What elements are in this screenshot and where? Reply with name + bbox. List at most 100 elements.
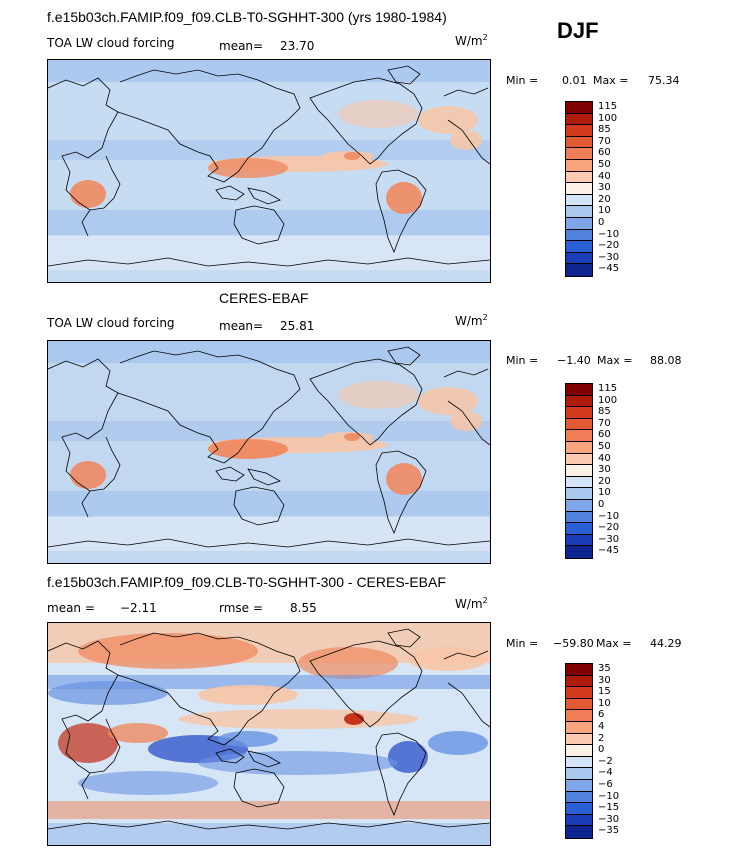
- colorbar-tick-label: −30: [598, 813, 620, 825]
- colorbar-segment: [566, 779, 592, 792]
- colorbar-segment: [566, 664, 592, 676]
- colorbar-segment: [566, 171, 592, 184]
- colorbar-segment: [566, 395, 592, 408]
- colorbar-segment: [566, 687, 592, 699]
- colorbar-tick-label: −10: [598, 228, 620, 240]
- colorbar-tick-label: 30: [598, 182, 611, 194]
- colorbar-tick-label: −10: [598, 510, 620, 522]
- panel3-map: [47, 622, 491, 846]
- colorbar-segment: [566, 136, 592, 149]
- colorbar-segment: [566, 791, 592, 804]
- panel1-mean-label: mean=: [219, 39, 264, 53]
- panel1-units: W/m2: [455, 33, 488, 48]
- colorbar-tick-label: 10: [598, 487, 611, 499]
- colorbar-segment: [566, 814, 592, 827]
- panel1-min-label: Min =: [506, 74, 539, 87]
- panel1-map: [47, 59, 491, 283]
- colorbar-segment: [566, 745, 592, 757]
- colorbar-tick-label: 30: [598, 674, 611, 686]
- colorbar-tick-label: 0: [598, 217, 605, 228]
- colorbar-segment: [566, 465, 592, 477]
- panel3-max-value: 44.29: [650, 637, 682, 650]
- colorbar-tick-label: −45: [598, 263, 620, 275]
- colorbar-segment: [566, 710, 592, 722]
- colorbar-tick-label: 70: [598, 135, 611, 147]
- colorbar-segment: [566, 546, 592, 558]
- colorbar-segment: [566, 534, 592, 547]
- panel3-max-label: Max =: [596, 637, 632, 650]
- map-field: [48, 341, 490, 551]
- panel1-colorbar: [565, 101, 593, 277]
- colorbar-tick-label: 0: [598, 744, 605, 756]
- colorbar-segment: [566, 194, 592, 207]
- colorbar-segment: [566, 148, 592, 160]
- colorbar-tick-label: −10: [598, 790, 620, 802]
- panel3-mean-value: −2.11: [120, 601, 157, 615]
- colorbar-segment: [566, 183, 592, 195]
- colorbar-tick-label: 50: [598, 159, 611, 170]
- panel2-title: CERES-EBAF: [219, 290, 309, 306]
- panel2-min-value: −1.40: [557, 354, 591, 367]
- colorbar-segment: [566, 264, 592, 276]
- colorbar-tick-label: 60: [598, 429, 611, 441]
- colorbar-segment: [566, 453, 592, 466]
- colorbar-tick-label: 10: [598, 697, 611, 709]
- colorbar-tick-label: 100: [598, 394, 618, 406]
- colorbar-tick-label: 4: [598, 721, 605, 732]
- colorbar-tick-label: −30: [598, 533, 620, 545]
- colorbar-segment: [566, 229, 592, 242]
- panel1-title: f.e15b03ch.FAMIP.f09_f09.CLB-T0-SGHHT-30…: [47, 9, 447, 25]
- panel1-min-value: 0.01: [562, 74, 587, 87]
- colorbar-tick-label: 115: [598, 101, 618, 112]
- colorbar-tick-label: 35: [598, 663, 611, 674]
- colorbar-tick-label: 70: [598, 417, 611, 429]
- colorbar-tick-label: 50: [598, 441, 611, 452]
- colorbar-tick-label: 20: [598, 475, 611, 487]
- colorbar-tick-label: −2: [598, 755, 613, 767]
- colorbar-tick-label: 20: [598, 193, 611, 205]
- colorbar-tick-label: 10: [598, 205, 611, 217]
- colorbar-tick-label: −20: [598, 522, 620, 534]
- colorbar-tick-label: −15: [598, 802, 620, 814]
- panel2-map: [47, 340, 491, 564]
- panel2-colorbar: [565, 383, 593, 559]
- colorbar-segment: [566, 698, 592, 711]
- colorbar-segment: [566, 523, 592, 535]
- colorbar-segment: [566, 826, 592, 838]
- colorbar-tick-label: 100: [598, 112, 618, 124]
- colorbar-segment: [566, 113, 592, 126]
- colorbar-segment: [566, 499, 592, 512]
- colorbar-segment: [566, 756, 592, 769]
- colorbar-segment: [566, 476, 592, 489]
- colorbar-segment: [566, 206, 592, 218]
- colorbar-segment: [566, 252, 592, 265]
- colorbar-segment: [566, 102, 592, 114]
- panel2-max-value: 88.08: [650, 354, 682, 367]
- colorbar-segment: [566, 733, 592, 746]
- panel3-mean-label: mean =: [47, 601, 95, 615]
- colorbar-segment: [566, 407, 592, 419]
- colorbar-segment: [566, 241, 592, 253]
- colorbar-segment: [566, 217, 592, 230]
- colorbar-segment: [566, 441, 592, 454]
- colorbar-tick-label: −6: [598, 779, 613, 790]
- colorbar-segment: [566, 488, 592, 500]
- colorbar-segment: [566, 721, 592, 734]
- map-field: [48, 623, 490, 845]
- panel3-min-value: −59.80: [553, 637, 594, 650]
- colorbar-tick-label: 6: [598, 709, 605, 721]
- colorbar-tick-label: 85: [598, 406, 611, 418]
- panel1-variable-label: TOA LW cloud forcing: [47, 36, 175, 50]
- colorbar-tick-label: 85: [598, 124, 611, 136]
- panel2-mean-value: 25.81: [280, 319, 315, 333]
- colorbar-segment: [566, 418, 592, 431]
- colorbar-segment: [566, 125, 592, 137]
- colorbar-segment: [566, 430, 592, 442]
- colorbar-tick-label: 15: [598, 686, 611, 698]
- colorbar-segment: [566, 768, 592, 780]
- colorbar-segment: [566, 803, 592, 815]
- panel2-max-label: Max =: [597, 354, 633, 367]
- colorbar-tick-label: 0: [598, 499, 605, 510]
- panel2-variable-label: TOA LW cloud forcing: [47, 316, 175, 330]
- colorbar-tick-label: −20: [598, 240, 620, 252]
